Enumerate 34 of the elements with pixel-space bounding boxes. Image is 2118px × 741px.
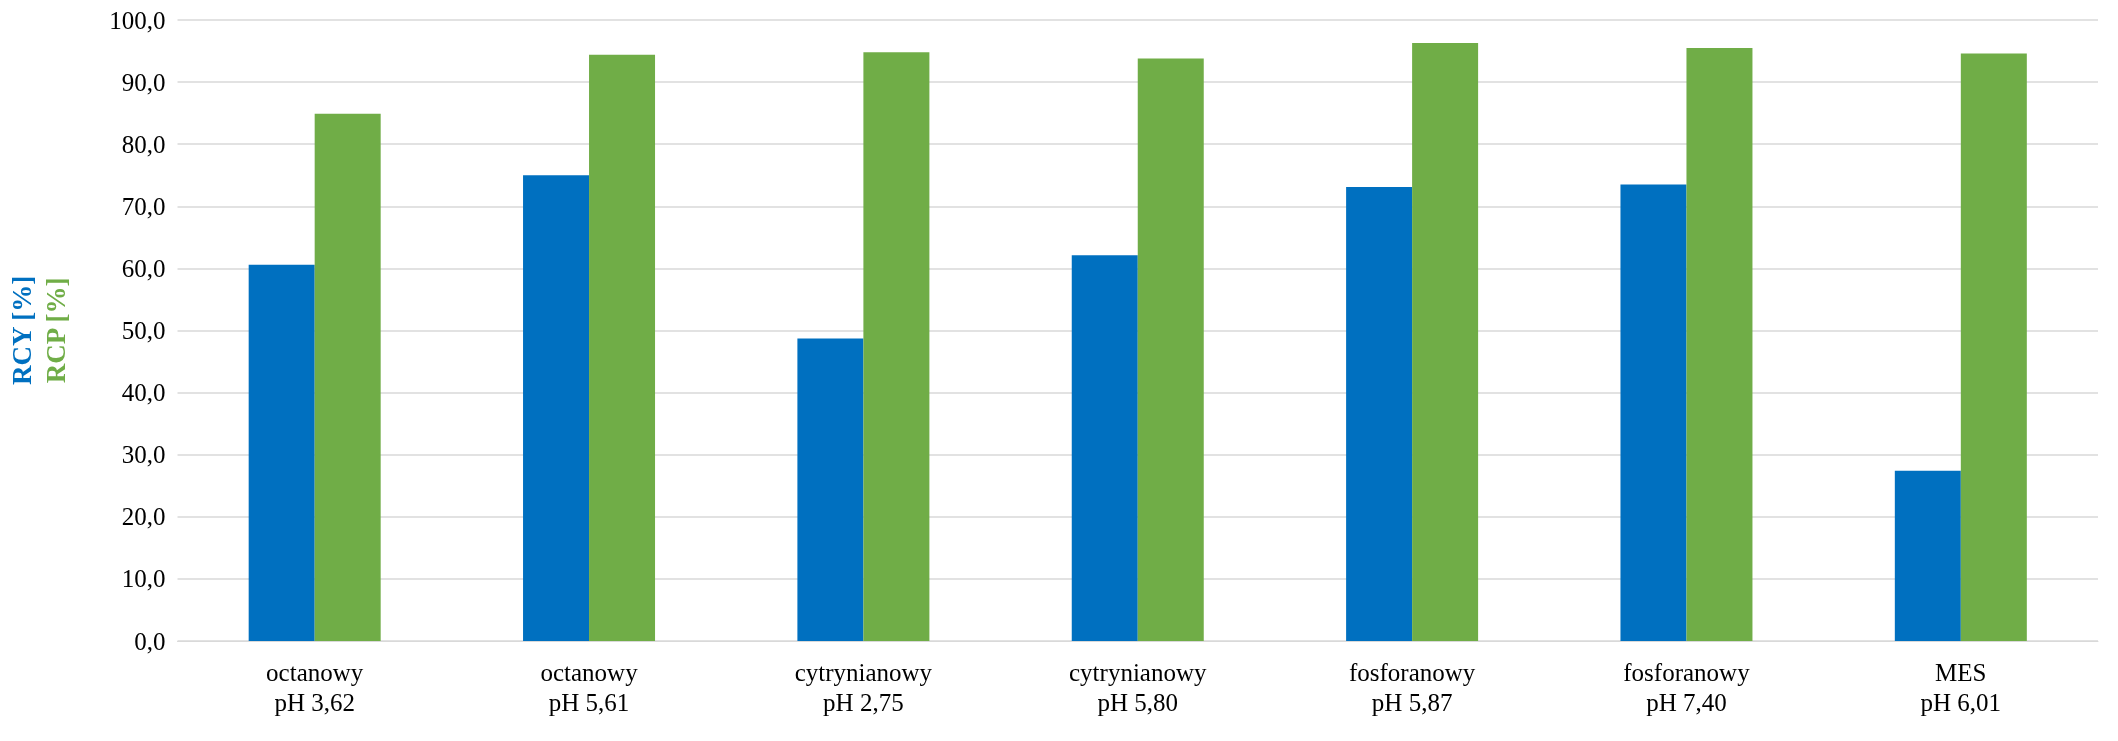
bar [314, 113, 381, 641]
y-tick-label: 20,0 [121, 503, 166, 531]
y-tick-label: 30,0 [121, 441, 166, 469]
bar [1346, 187, 1413, 641]
x-tick-label: MES pH 6,01 [1920, 658, 2002, 716]
bar [1686, 47, 1753, 641]
text: RCY [%] [6, 275, 37, 386]
y-tick-label: 100,0 [109, 6, 166, 34]
x-tick-label: octanowy pH 3,62 [266, 658, 364, 716]
x-tick-label: fosforanowy pH 5,87 [1348, 658, 1476, 716]
bar [1894, 470, 1961, 641]
y-tick-label: 80,0 [121, 130, 166, 158]
y-tick-label: 60,0 [121, 254, 166, 282]
x-tick-label: fosforanowy pH 7,40 [1623, 658, 1751, 716]
bar [1960, 53, 2027, 641]
bar [1412, 42, 1479, 641]
bar [1071, 255, 1138, 641]
bar [589, 54, 656, 641]
bar [523, 175, 590, 641]
bar [1137, 58, 1204, 641]
x-tick-label: cytrynianowy pH 5,80 [1069, 658, 1207, 716]
bar [1620, 184, 1687, 641]
y-tick-label: 90,0 [121, 68, 166, 96]
y-tick-label: 10,0 [121, 565, 166, 593]
bar [797, 338, 864, 641]
y-tick-label: 50,0 [121, 317, 166, 344]
text: RCP [%] [40, 277, 71, 384]
y-tick-label: 40,0 [121, 379, 166, 407]
x-tick-label: octanowy pH 5,61 [540, 658, 639, 716]
y-tick-label: 70,0 [121, 192, 166, 220]
x-tick-label: cytrynianowy pH 2,75 [794, 658, 933, 716]
bar [248, 264, 315, 641]
y-tick-label: 0,0 [134, 627, 166, 655]
bar [863, 52, 930, 641]
